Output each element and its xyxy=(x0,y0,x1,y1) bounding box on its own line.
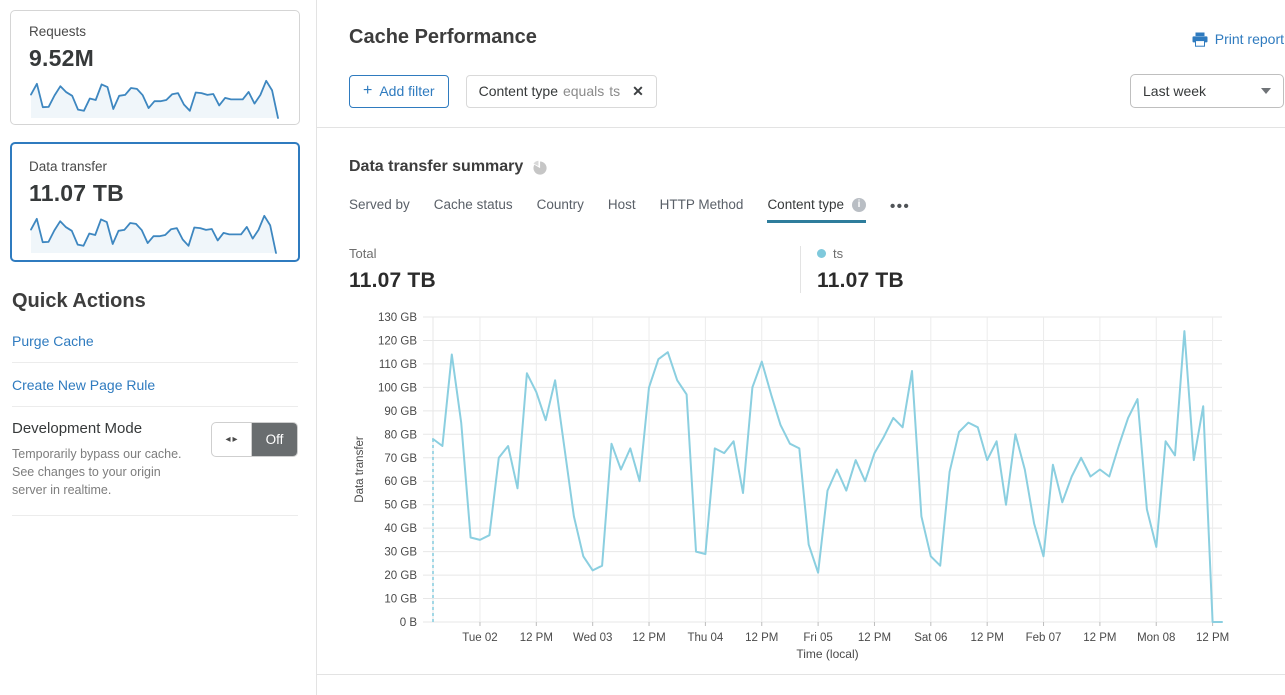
toggle-arrows-icon: ◂▸ xyxy=(212,423,252,456)
svg-text:12 PM: 12 PM xyxy=(632,632,665,644)
quick-actions-title: Quick Actions xyxy=(12,290,146,312)
dimension-tabs: Served by Cache status Country Host HTTP… xyxy=(349,197,1285,223)
svg-text:12 PM: 12 PM xyxy=(520,632,553,644)
sidebar: Requests 9.52M Data transfer 11.07 TB Qu… xyxy=(0,0,317,695)
filter-row: + Add filter Content type equals ts ✕ La… xyxy=(349,74,1284,108)
data-transfer-value: 11.07 TB xyxy=(29,180,124,206)
development-mode-toggle[interactable]: ◂▸ Off xyxy=(211,422,298,457)
svg-text:90 GB: 90 GB xyxy=(384,406,417,418)
svg-text:Mon 08: Mon 08 xyxy=(1137,632,1175,644)
quick-actions-section: Quick Actions Purge Cache Create New Pag… xyxy=(10,290,300,516)
svg-text:120 GB: 120 GB xyxy=(378,335,417,347)
svg-text:Time (local): Time (local) xyxy=(796,647,858,661)
svg-text:10 GB: 10 GB xyxy=(384,594,417,606)
create-page-rule-link[interactable]: Create New Page Rule xyxy=(12,363,298,407)
svg-text:50 GB: 50 GB xyxy=(384,500,417,512)
page-title: Cache Performance xyxy=(349,26,537,48)
sampled-pie-icon xyxy=(533,160,547,175)
svg-text:110 GB: 110 GB xyxy=(379,359,417,371)
tab-content-type[interactable]: Content type i xyxy=(767,197,866,223)
svg-text:30 GB: 30 GB xyxy=(384,547,417,559)
total-block: Total 11.07 TB xyxy=(349,246,801,293)
svg-text:130 GB: 130 GB xyxy=(378,312,417,324)
tab-http-method[interactable]: HTTP Method xyxy=(659,197,744,212)
development-mode-title: Development Mode xyxy=(12,420,143,437)
svg-text:40 GB: 40 GB xyxy=(384,523,417,535)
svg-text:20 GB: 20 GB xyxy=(384,570,417,582)
more-tabs-button[interactable]: ••• xyxy=(890,198,911,215)
time-range-select[interactable]: Last week xyxy=(1130,74,1284,108)
chevron-down-icon xyxy=(1261,88,1271,94)
time-range-value: Last week xyxy=(1143,83,1207,99)
series-legend-block[interactable]: ts 11.07 TB xyxy=(801,246,904,293)
svg-text:12 PM: 12 PM xyxy=(971,632,1004,644)
filter-chip-value: ts xyxy=(609,83,621,99)
total-value: 11.07 TB xyxy=(349,269,436,292)
tab-cache-status[interactable]: Cache status xyxy=(433,197,513,212)
svg-text:12 PM: 12 PM xyxy=(745,632,778,644)
svg-text:Tue 02: Tue 02 xyxy=(462,632,497,644)
svg-text:12 PM: 12 PM xyxy=(1083,632,1116,644)
remove-filter-icon[interactable]: ✕ xyxy=(632,83,644,99)
main-content: Cache Performance Print report + Add fil… xyxy=(317,0,1285,695)
tab-host[interactable]: Host xyxy=(607,197,636,212)
data-transfer-sparkline-chart xyxy=(30,214,277,254)
development-mode-section: Development Mode Temporarily bypass our … xyxy=(12,407,298,516)
purge-cache-link[interactable]: Purge Cache xyxy=(12,319,298,363)
summary-title: Data transfer summary xyxy=(349,158,524,175)
svg-text:70 GB: 70 GB xyxy=(384,453,417,465)
toggle-state-label: Off xyxy=(252,423,297,456)
print-report-button[interactable]: Print report xyxy=(1192,31,1284,47)
legend-dot-ts xyxy=(817,249,826,258)
legend-label-ts: ts xyxy=(833,246,844,261)
filter-chip-operator: equals xyxy=(562,83,605,99)
filter-chip-field: Content type xyxy=(478,83,558,99)
svg-text:12 PM: 12 PM xyxy=(1196,632,1229,644)
requests-sparkline-chart xyxy=(30,79,279,119)
requests-label: Requests xyxy=(29,24,87,39)
tab-country[interactable]: Country xyxy=(536,197,584,212)
info-icon[interactable]: i xyxy=(852,197,866,212)
add-filter-label: Add filter xyxy=(379,83,435,99)
svg-text:12 PM: 12 PM xyxy=(858,632,891,644)
development-mode-description: Temporarily bypass our cache. See change… xyxy=(12,447,182,497)
requests-metric-card[interactable]: Requests 9.52M xyxy=(10,10,300,125)
svg-text:Feb 07: Feb 07 xyxy=(1026,632,1062,644)
tab-content-type-label: Content type xyxy=(767,197,844,212)
svg-text:0 B: 0 B xyxy=(400,617,418,629)
svg-text:60 GB: 60 GB xyxy=(384,476,417,488)
svg-text:Sat 06: Sat 06 xyxy=(914,632,947,644)
section-divider xyxy=(317,674,1285,675)
svg-text:100 GB: 100 GB xyxy=(378,382,417,394)
total-label: Total xyxy=(349,246,377,261)
svg-text:Thu 04: Thu 04 xyxy=(687,632,723,644)
data-transfer-summary-section: Data transfer summary Served by Cache st… xyxy=(317,158,1285,675)
legend-value-ts: 11.07 TB xyxy=(817,269,904,292)
print-report-label: Print report xyxy=(1214,31,1284,47)
requests-value: 9.52M xyxy=(29,45,94,71)
tab-served-by[interactable]: Served by xyxy=(349,197,410,212)
totals-row: Total 11.07 TB ts 11.07 TB xyxy=(349,246,1285,293)
printer-icon xyxy=(1192,32,1208,47)
svg-text:Wed 03: Wed 03 xyxy=(573,632,612,644)
data-transfer-line-chart[interactable]: 0 B 10 GB 20 GB 30 GB 40 GB 50 GB 60 GB 70 GB 80… xyxy=(349,307,1285,669)
main-header: Cache Performance Print report + Add fil… xyxy=(317,0,1285,128)
plus-icon: + xyxy=(363,82,373,99)
svg-text:80 GB: 80 GB xyxy=(384,429,417,441)
data-transfer-metric-card[interactable]: Data transfer 11.07 TB xyxy=(10,142,300,262)
chart-container: 0 B 10 GB 20 GB 30 GB 40 GB 50 GB 60 GB 70 GB 80… xyxy=(349,307,1285,674)
add-filter-button[interactable]: + Add filter xyxy=(349,74,449,108)
filter-chip-content-type[interactable]: Content type equals ts ✕ xyxy=(465,74,657,108)
svg-text:Data transfer: Data transfer xyxy=(354,436,366,503)
data-transfer-label: Data transfer xyxy=(29,159,108,174)
svg-text:Fri 05: Fri 05 xyxy=(803,632,832,644)
